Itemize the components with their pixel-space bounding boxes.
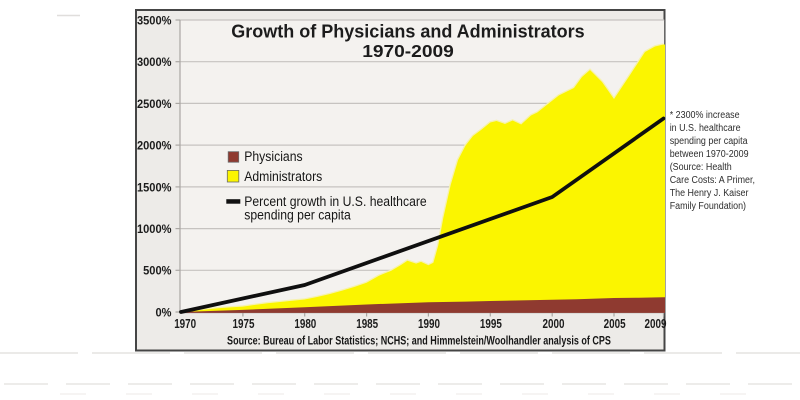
svg-text:in U.S. healthcare: in U.S. healthcare (670, 122, 741, 134)
svg-text:* 2300% increase: * 2300% increase (670, 109, 740, 121)
svg-text:1990: 1990 (418, 318, 440, 331)
svg-text:Source: Bureau of Labor Statis: Source: Bureau of Labor Statistics; NCHS… (227, 334, 611, 348)
svg-text:1970-2009: 1970-2009 (362, 41, 454, 61)
svg-text:spending per capita: spending per capita (244, 207, 351, 223)
svg-text:500%: 500% (143, 265, 171, 277)
svg-text:Care Costs: A Primer,: Care Costs: A Primer, (670, 174, 755, 186)
svg-text:Family Foundation): Family Foundation) (670, 200, 746, 212)
svg-text:1970: 1970 (174, 318, 196, 331)
svg-text:Physicians: Physicians (244, 148, 302, 164)
svg-text:2000%: 2000% (137, 140, 172, 152)
svg-text:between 1970-2009: between 1970-2009 (670, 148, 749, 160)
svg-text:1995: 1995 (480, 318, 502, 331)
svg-text:1985: 1985 (356, 318, 378, 331)
svg-text:2000: 2000 (543, 318, 565, 331)
svg-text:0%: 0% (155, 307, 171, 319)
svg-text:2500%: 2500% (137, 98, 172, 110)
svg-text:1500%: 1500% (137, 182, 172, 194)
svg-text:(Source: Health: (Source: Health (670, 161, 732, 173)
svg-text:3000%: 3000% (137, 57, 172, 69)
svg-text:1975: 1975 (233, 318, 255, 331)
svg-text:Administrators: Administrators (244, 169, 322, 185)
svg-text:Percent growth in U.S. healthc: Percent growth in U.S. healthcare (244, 194, 426, 210)
svg-text:Growth of Physicians and Admin: Growth of Physicians and Administrators (231, 22, 584, 42)
svg-text:1000%: 1000% (137, 224, 172, 236)
svg-text:2005: 2005 (604, 318, 626, 331)
svg-text:spending per capita: spending per capita (670, 135, 748, 147)
svg-text:1980: 1980 (294, 318, 316, 331)
svg-text:3500%: 3500% (137, 15, 172, 27)
svg-text:2009: 2009 (644, 318, 666, 331)
svg-text:The Henry J. Kaiser: The Henry J. Kaiser (670, 187, 749, 199)
